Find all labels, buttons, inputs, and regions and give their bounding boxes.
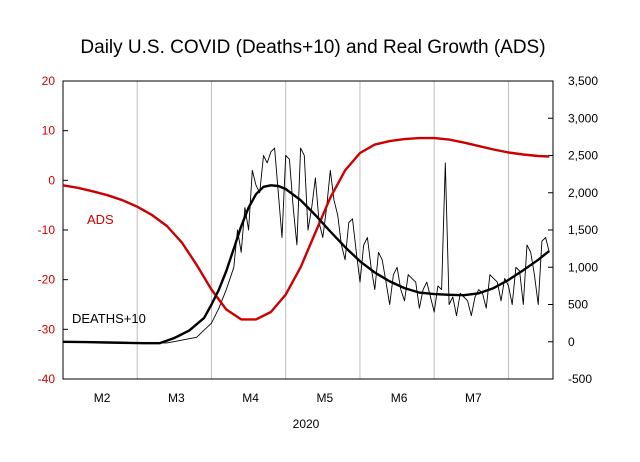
left-tick-label: -40 — [38, 372, 56, 386]
x-tick-label: M5 — [317, 391, 334, 405]
right-tick-label: 2,000 — [568, 186, 598, 200]
x-tick-label: M7 — [465, 391, 482, 405]
series-line-deaths-10-daily — [62, 147, 550, 344]
right-tick-label: 2,500 — [568, 149, 598, 163]
right-axis: 3,500 3,000 2,500 2,000 1,500 1,000 500 0 -500 — [548, 74, 598, 386]
series-line-ads — [62, 136, 550, 321]
right-tick-label: 1,500 — [568, 223, 598, 237]
left-tick-label: -10 — [38, 223, 56, 237]
right-tick-label: 3,000 — [568, 111, 598, 125]
left-tick-label: -30 — [38, 322, 56, 336]
x-tick-label: M4 — [242, 391, 259, 405]
x-axis: M2 M3 M4 M5 M6 M7 — [94, 391, 482, 405]
series-label-ads: ADS — [87, 212, 114, 227]
series-labels: ADS DEATHS+10 — [72, 212, 146, 326]
series-layer — [62, 136, 551, 345]
left-axis: 20 10 0 -10 -20 -30 -40 — [38, 74, 68, 386]
gridlines — [136, 81, 509, 379]
series-label-deaths: DEATHS+10 — [72, 311, 146, 326]
x-tick-label: M2 — [94, 391, 111, 405]
right-tick-label: -500 — [568, 372, 592, 386]
left-tick-label: -20 — [38, 273, 56, 287]
right-tick-label: 3,500 — [568, 74, 598, 88]
right-tick-label: 1,000 — [568, 260, 598, 274]
series-line-deaths-10-smoothed — [62, 184, 551, 345]
left-tick-label: 20 — [42, 74, 56, 88]
x-axis-label: 2020 — [293, 417, 320, 431]
chart-title: Daily U.S. COVID (Deaths+10) and Real Gr… — [80, 37, 545, 58]
x-tick-label: M3 — [168, 391, 185, 405]
x-tick-label: M6 — [391, 391, 408, 405]
right-tick-label: 0 — [568, 335, 575, 349]
right-tick-label: 500 — [568, 298, 588, 312]
left-tick-label: 0 — [48, 173, 55, 187]
left-tick-label: 10 — [42, 124, 56, 138]
